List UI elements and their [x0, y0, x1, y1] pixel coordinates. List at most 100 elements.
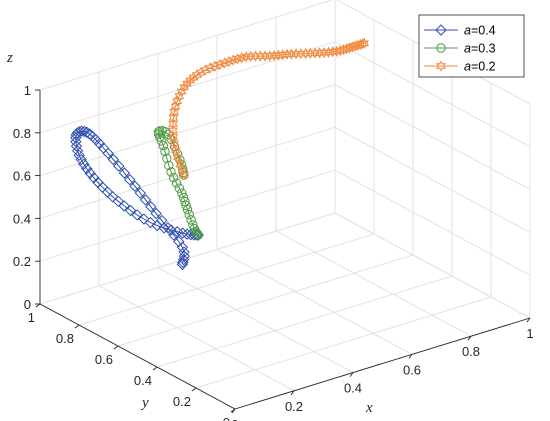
data-point: [338, 43, 349, 56]
y-axis-line: [39, 303, 236, 410]
grid-line: [39, 0, 334, 91]
data-point: [168, 172, 179, 183]
data-point: [347, 41, 358, 53]
data-point: [155, 126, 165, 136]
data-point: [151, 219, 163, 232]
data-point: [273, 49, 284, 61]
legend-label: a=0.4: [464, 24, 496, 38]
data-point: [170, 100, 181, 113]
data-point: [160, 146, 170, 157]
data-point: [435, 24, 447, 36]
grid-line: [216, 248, 413, 355]
data-point: [260, 50, 271, 62]
z-tick-label: 1: [24, 83, 31, 98]
data-point: [129, 180, 141, 193]
data-point: [75, 125, 88, 137]
data-point: [178, 192, 189, 203]
data-point: [78, 158, 90, 170]
data-point: [174, 183, 185, 193]
data-point: [180, 196, 190, 207]
data-point: [277, 49, 288, 61]
data-point: [436, 60, 446, 72]
data-point: [118, 200, 130, 212]
series-hexagram: [168, 37, 370, 181]
z-tick-label: 0.6: [13, 169, 31, 184]
data-point: [192, 228, 202, 238]
y-axis-label: y: [140, 395, 149, 411]
x-tick-mark: [408, 354, 413, 359]
y-tick-mark: [113, 345, 119, 350]
data-point: [264, 50, 275, 62]
data-point: [134, 187, 147, 199]
data-point: [112, 195, 124, 208]
grid-line: [334, 212, 531, 319]
data-point: [70, 129, 82, 141]
data-point: [173, 235, 185, 248]
data-point: [168, 131, 179, 143]
x-tick-label: 0.4: [344, 381, 362, 396]
data-point: [176, 241, 189, 253]
data-point: [323, 46, 334, 58]
data-point: [350, 40, 361, 52]
data-point: [305, 47, 316, 60]
data-point: [269, 49, 280, 62]
series-line: [75, 130, 199, 265]
x-tick-mark: [349, 372, 354, 377]
data-point: [139, 194, 152, 206]
data-point: [107, 191, 119, 203]
x-tick-label: 0: [231, 417, 238, 421]
data-point: [158, 222, 170, 234]
data-point: [150, 207, 162, 220]
legend-item: a=0.4: [424, 24, 496, 38]
grid-line: [39, 84, 336, 177]
data-point: [168, 124, 178, 137]
data-point: [341, 43, 352, 55]
data-point: [73, 149, 85, 162]
data-point: [84, 128, 96, 140]
data-point: [205, 62, 215, 74]
data-point: [286, 48, 297, 60]
data-point: [97, 142, 110, 154]
x-axis-line: [234, 317, 531, 410]
data-point: [90, 134, 102, 146]
data-point: [162, 153, 172, 164]
data-point: [131, 209, 143, 221]
legend-item: a=0.3: [424, 42, 496, 56]
data-point: [224, 55, 234, 68]
z-tick-label: 0.8: [13, 126, 31, 141]
y-tick-label: 0.8: [56, 331, 74, 346]
y-tick-mark: [230, 408, 236, 413]
x-tick-label: 0.8: [462, 344, 480, 359]
x-axis-label: x: [365, 400, 373, 416]
x-tick-mark: [290, 390, 295, 396]
y-tick-mark: [74, 324, 80, 329]
data-point: [282, 48, 292, 61]
data-point: [70, 135, 82, 148]
data-point: [189, 224, 200, 234]
data-point: [181, 228, 193, 240]
data-point: [176, 227, 189, 239]
grid-line: [334, 126, 531, 233]
data-point: [186, 215, 196, 225]
grid-line: [39, 169, 336, 262]
data-point: [168, 229, 180, 241]
data-point: [310, 47, 320, 59]
data-point: [175, 158, 186, 171]
data-point: [70, 140, 83, 152]
y-tick-mark: [35, 303, 41, 308]
data-point: [168, 118, 178, 130]
series-line: [172, 42, 365, 176]
data-point: [138, 213, 150, 225]
legend-box: [418, 14, 525, 78]
data-point: [153, 127, 164, 137]
z-tick-label: 0.4: [13, 211, 31, 226]
data-point: [107, 153, 120, 166]
grid-line: [117, 254, 414, 347]
data-point: [179, 81, 190, 93]
grid-line: [195, 296, 492, 389]
grid-line: [156, 275, 453, 368]
data-point: [169, 137, 180, 149]
data-point: [214, 58, 225, 71]
data-point: [70, 132, 82, 144]
